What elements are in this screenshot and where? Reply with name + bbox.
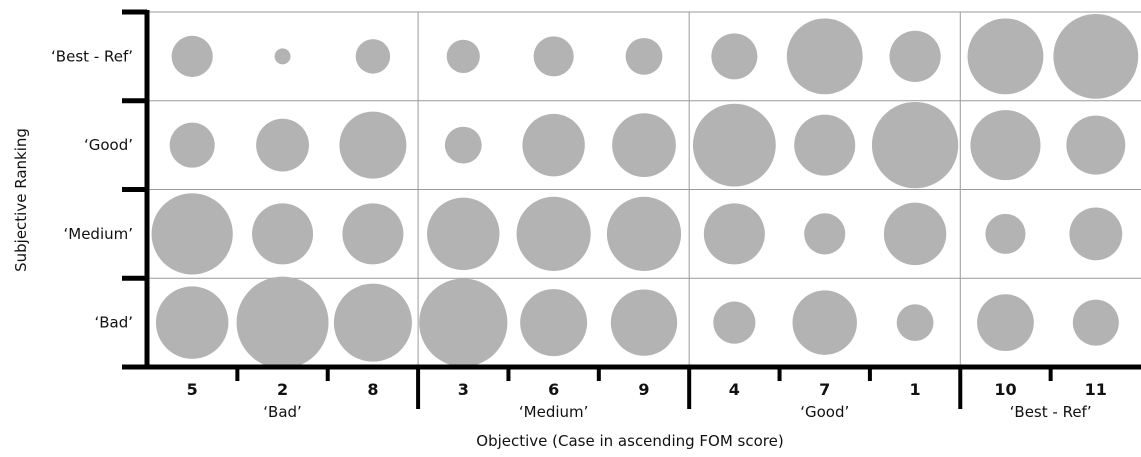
bubble [897,304,934,341]
y-tick-label: ‘Good’ [84,136,133,154]
bubble [970,110,1040,180]
x-tick-label: 1 [910,380,921,399]
bubble [711,33,757,79]
bubble [356,39,390,73]
bubble [1053,14,1138,99]
bubble [1066,116,1125,175]
bubble [884,203,946,265]
x-tick-label: 9 [638,380,649,399]
y-tick-label: ‘Best - Ref’ [51,47,133,65]
bubble [968,18,1044,94]
bubble [889,31,940,82]
bubble [334,284,412,362]
x-tick-label: 11 [1085,380,1107,399]
x-tick-label: 2 [277,380,288,399]
bubble [1073,300,1119,346]
bubble [517,197,591,271]
y-tick-label: ‘Medium’ [63,225,133,243]
bubble [256,119,309,172]
bubble [787,18,863,94]
x-tick-label: 5 [187,380,198,399]
bubble [419,279,507,367]
bubble [170,123,215,168]
bubbles [152,14,1139,369]
bubble [977,294,1034,351]
bubble [339,112,406,179]
x-group-label: ‘Good’ [800,403,849,421]
y-tick-label: ‘Bad’ [94,314,133,332]
x-tick-label: 3 [458,380,469,399]
bubble [693,104,776,187]
x-group-label: ‘Bad’ [263,403,302,421]
bubble [342,203,403,264]
bubble [445,127,482,164]
bubble [172,36,213,77]
bubble [237,277,329,369]
x-tick-label: 8 [367,380,378,399]
bubble [626,38,663,75]
bubble [534,36,574,76]
bubble [275,48,291,64]
bubble [252,203,313,264]
bubble [1069,207,1122,260]
bubble [156,286,228,358]
x-group-label: ‘Best - Ref’ [1010,403,1092,421]
x-tick-label: 4 [729,380,740,399]
y-axis-title: Subjective Ranking [12,128,30,272]
x-group-label: ‘Medium’ [519,403,589,421]
bubble [427,198,499,270]
x-tick-label: 7 [819,380,830,399]
bubble [447,40,480,73]
bubble [607,197,681,271]
bubble [793,290,857,354]
bubble [794,115,855,176]
x-axis-title: Objective (Case in ascending FOM score) [476,432,783,450]
bubble [872,102,958,188]
x-tick-label: 6 [548,380,559,399]
x-tick-label: 10 [994,380,1016,399]
bubble [612,113,676,177]
bubble [522,114,584,176]
bubble [520,289,587,356]
bubble [713,302,755,344]
bubble [611,289,677,355]
bubble [804,213,845,254]
bubble [985,214,1025,254]
bubble [152,193,233,274]
bubble [704,203,765,264]
